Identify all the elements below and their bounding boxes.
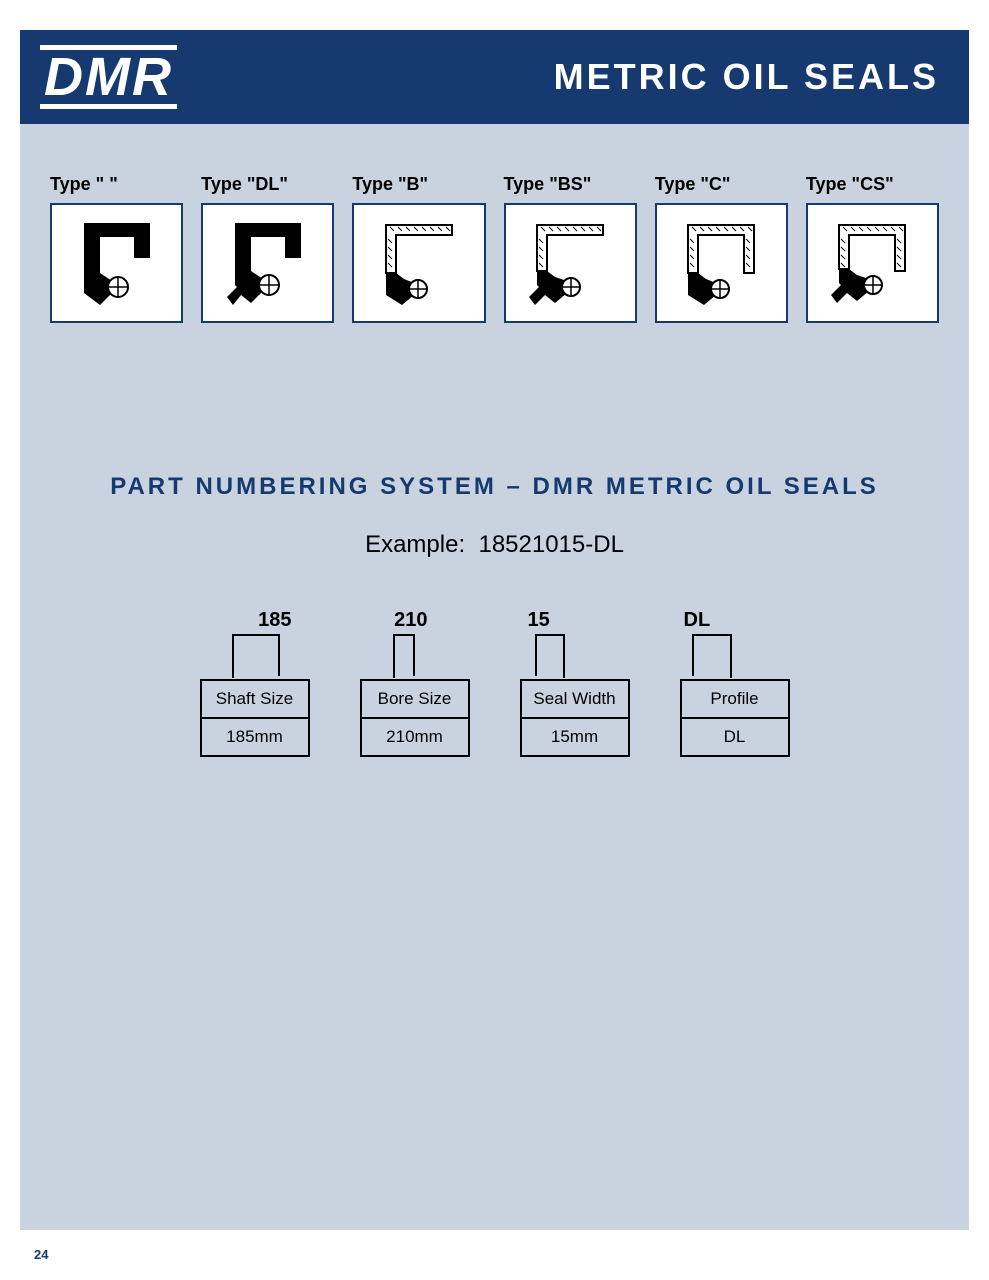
type-block-bs: Type "BS": [504, 174, 637, 323]
part-code: 210: [394, 609, 427, 632]
type-label: Type "B": [352, 174, 485, 195]
page: DMR METRIC OIL SEALS Type " " Type "DL: [0, 0, 989, 1280]
connector-line: [232, 634, 280, 676]
connector-line: [535, 634, 565, 676]
type-block-dl: Type "DL": [201, 174, 334, 323]
part-number-diagram: 185 Shaft Size 185mm 210 Bore Size 210mm…: [20, 609, 969, 757]
part-name: Bore Size: [362, 681, 468, 719]
type-label: Type " ": [50, 174, 183, 195]
part-col-shaft: 185 Shaft Size 185mm: [200, 609, 310, 757]
type-label: Type "BS": [504, 174, 637, 195]
type-diagram-dl: [201, 203, 334, 323]
part-name: Shaft Size: [202, 681, 308, 719]
type-block-blank: Type " ": [50, 174, 183, 323]
type-label: Type "C": [655, 174, 788, 195]
part-value: DL: [682, 719, 788, 755]
part-box: Profile DL: [680, 679, 790, 757]
part-box: Shaft Size 185mm: [200, 679, 310, 757]
part-name: Profile: [682, 681, 788, 719]
content-area: DMR METRIC OIL SEALS Type " " Type "DL: [20, 30, 969, 1230]
part-col-width: 15 Seal Width 15mm: [520, 609, 630, 757]
part-code: 15: [528, 609, 550, 632]
connector-line: [393, 634, 415, 676]
part-code: DL: [684, 609, 711, 632]
type-diagram-blank: [50, 203, 183, 323]
part-value: 210mm: [362, 719, 468, 755]
part-box: Seal Width 15mm: [520, 679, 630, 757]
part-value: 15mm: [522, 719, 628, 755]
part-col-bore: 210 Bore Size 210mm: [360, 609, 470, 757]
section-title: PART NUMBERING SYSTEM – DMR METRIC OIL S…: [20, 473, 969, 501]
example-value: 18521015-DL: [478, 531, 623, 558]
logo-text: DMR: [40, 45, 177, 109]
example-label: Example:: [365, 531, 465, 558]
seal-types-row: Type " " Type "DL": [20, 124, 969, 323]
header-title: METRIC OIL SEALS: [554, 56, 939, 98]
type-label: Type "DL": [201, 174, 334, 195]
part-code: 185: [258, 609, 291, 632]
type-block-cs: Type "CS": [806, 174, 939, 323]
header-bar: DMR METRIC OIL SEALS: [20, 30, 969, 124]
connector-line: [692, 634, 732, 676]
page-number: 24: [34, 1247, 48, 1262]
type-diagram-b: [352, 203, 485, 323]
example-line: Example: 18521015-DL: [20, 531, 969, 559]
type-diagram-bs: [504, 203, 637, 323]
type-block-c: Type "C": [655, 174, 788, 323]
part-value: 185mm: [202, 719, 308, 755]
type-block-b: Type "B": [352, 174, 485, 323]
part-col-profile: DL Profile DL: [680, 609, 790, 757]
type-diagram-cs: [806, 203, 939, 323]
part-name: Seal Width: [522, 681, 628, 719]
type-label: Type "CS": [806, 174, 939, 195]
part-box: Bore Size 210mm: [360, 679, 470, 757]
type-diagram-c: [655, 203, 788, 323]
